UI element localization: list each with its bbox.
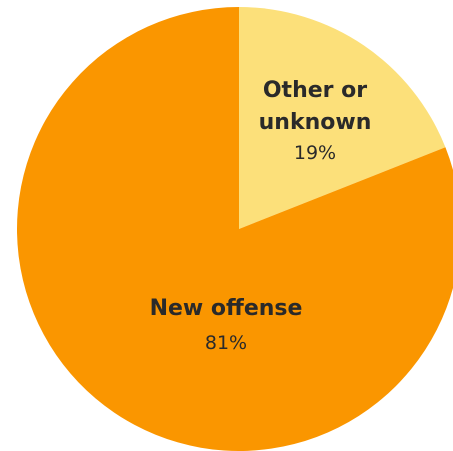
slice-label-0-line-0: Other or <box>263 78 367 103</box>
slice-value-1: 81% <box>205 332 247 354</box>
pie-slice-0 <box>239 7 446 229</box>
pie-slice-1 <box>17 7 453 451</box>
slice-label-1-line-0: New offense <box>150 296 303 321</box>
slice-value-0: 19% <box>294 142 336 164</box>
slice-label-0-line-1: unknown <box>259 110 372 135</box>
